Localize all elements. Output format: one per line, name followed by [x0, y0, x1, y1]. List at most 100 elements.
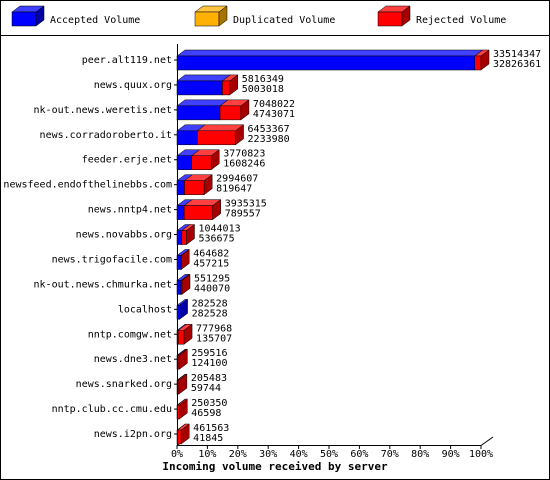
bar-front	[183, 205, 213, 220]
bar-top	[176, 99, 229, 107]
bar-top	[176, 74, 232, 82]
accepted-label: 46598	[191, 408, 221, 419]
accepted-label: 59744	[191, 383, 221, 394]
total-label: 6453367	[248, 124, 290, 135]
legend-item: Rejected Volume	[377, 5, 506, 27]
bar-segment	[221, 74, 239, 96]
bar-front	[176, 305, 180, 320]
x-tick-label: 20%	[229, 449, 247, 460]
bar-side	[183, 323, 193, 345]
bar-front	[474, 55, 482, 71]
y-tick-label: news.trigofacile.com	[52, 254, 172, 265]
x-tick-label: 40%	[290, 449, 308, 460]
bar-front	[176, 255, 182, 270]
y-tick-label: news.snarked.org	[76, 379, 172, 390]
bar-segment	[183, 199, 222, 221]
accepted-label: 124100	[191, 358, 227, 369]
bar-side	[179, 398, 188, 420]
total-label: 7048022	[253, 99, 295, 110]
bar-segment	[183, 174, 213, 196]
bar-front	[377, 11, 403, 27]
total-label: 259516	[191, 348, 227, 359]
total-label: 777968	[196, 323, 232, 334]
bar-side	[180, 423, 190, 445]
bar-front	[11, 11, 37, 27]
legend-label: Rejected Volume	[416, 15, 506, 26]
bar-front	[176, 180, 185, 195]
x-tick-label: 30%	[259, 449, 277, 460]
accepted-label: 5003018	[242, 84, 284, 95]
bar-segment	[176, 398, 189, 420]
bar-segment	[177, 348, 189, 370]
accepted-label: 135707	[196, 333, 232, 344]
bar-segment	[176, 49, 484, 71]
total-label: 551295	[194, 273, 230, 284]
bar-front	[176, 155, 192, 170]
bar-segment	[176, 423, 190, 445]
bar-segment	[190, 149, 220, 171]
bar-front	[176, 280, 182, 295]
bar-front	[176, 80, 223, 96]
bar-side	[203, 174, 213, 196]
accepted-label: 819647	[216, 184, 252, 195]
bar-segment	[176, 373, 188, 395]
y-tick-label: nk-out.news.chmurka.net	[34, 279, 172, 290]
bar-front	[197, 130, 236, 146]
bar-segment	[177, 323, 193, 345]
bar-front	[177, 330, 185, 345]
bar-front	[194, 11, 220, 27]
bar-front	[191, 155, 212, 170]
accepted-label: 789557	[225, 209, 261, 220]
total-label: 3935315	[225, 199, 267, 210]
bar-front	[176, 130, 198, 146]
bar-side	[178, 373, 188, 395]
bar-segment	[474, 49, 490, 71]
bar-side	[180, 248, 190, 270]
x-axis-label: Incoming volume received by server	[162, 460, 388, 473]
x-tick-label: 10%	[198, 449, 216, 460]
bar-front	[176, 105, 221, 121]
bar-side	[179, 298, 188, 320]
bar-segment	[196, 124, 245, 146]
x-tick-label: 60%	[350, 449, 368, 460]
bar-segment	[180, 273, 191, 295]
bar-side	[240, 99, 250, 121]
total-label: 5816349	[242, 74, 284, 85]
accepted-label: 32826361	[493, 59, 541, 70]
y-tick-label: news.i2pn.org	[94, 429, 172, 440]
bar-side	[218, 5, 228, 27]
y-tick-label: nntp.comgw.net	[88, 329, 172, 340]
bar-side	[210, 149, 220, 171]
accepted-label: 4743071	[253, 109, 295, 120]
bar-segment	[181, 224, 196, 246]
y-tick-label: newsfeed.endofthelinebbs.com	[3, 180, 172, 191]
legend-label: Accepted Volume	[50, 15, 140, 26]
bar-side	[229, 74, 239, 96]
accepted-label: 2233980	[248, 134, 290, 145]
bar-front	[176, 205, 185, 220]
y-tick-label: nk-out.news.weretis.net	[34, 105, 172, 116]
bar-segment	[176, 298, 189, 320]
y-tick-label: news.novabbs.org	[76, 230, 172, 241]
accepted-label: 1608246	[223, 159, 265, 170]
x-tick-label: 100%	[469, 449, 493, 460]
accepted-label: 41845	[193, 433, 223, 444]
bar-segment	[180, 248, 190, 270]
bar-top	[176, 49, 484, 57]
y-tick-label: nntp.club.cc.cmu.edu	[52, 404, 172, 415]
y-tick-label: news.quux.org	[94, 80, 172, 91]
total-label: 33514347	[493, 49, 541, 60]
total-label: 250350	[191, 398, 227, 409]
x-axis-depth	[480, 436, 494, 446]
total-label: 3770823	[223, 149, 265, 160]
accepted-label: 440070	[194, 283, 230, 294]
y-tick-label: feeder.erje.net	[82, 155, 172, 166]
x-tick-label: 70%	[381, 449, 399, 460]
legend-label: Duplicated Volume	[233, 15, 335, 26]
bar-front	[176, 55, 476, 71]
bar-front	[181, 230, 187, 245]
y-tick-label: news.corradoroberto.it	[40, 130, 172, 141]
x-tick-label: 90%	[442, 449, 460, 460]
bar-front	[177, 404, 180, 420]
